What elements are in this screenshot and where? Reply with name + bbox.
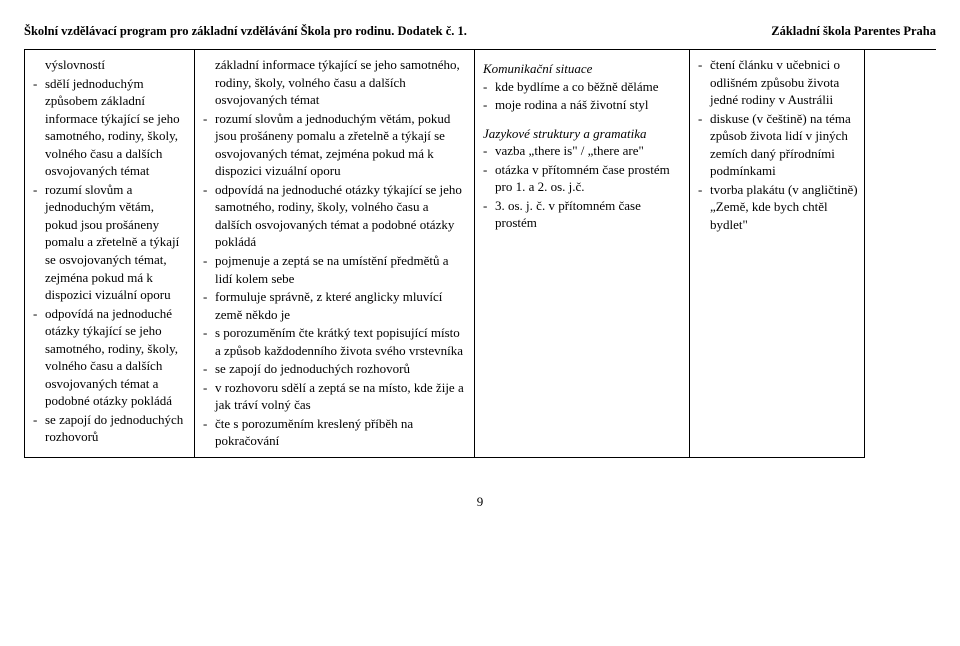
col4-list: čtení článku v učebnici o odlišném způso… <box>698 56 858 233</box>
col3-item: otázka v přítomném čase prostém pro 1. a… <box>483 161 683 196</box>
column-4: čtení článku v učebnici o odlišném způso… <box>690 50 865 458</box>
col2-item: formuluje správně, z které anglicky mluv… <box>203 288 468 323</box>
col2-item: rozumí slovům a jednoduchým větám, pokud… <box>203 110 468 180</box>
col3-list-1: kde bydlíme a co běžně děláme moje rodin… <box>483 78 683 114</box>
col4-item: diskuse (v češtině) na téma způsob život… <box>698 110 858 180</box>
col3-item: kde bydlíme a co běžně děláme <box>483 78 683 96</box>
page-header: Školní vzdělávací program pro základní v… <box>24 24 936 39</box>
header-left: Školní vzdělávací program pro základní v… <box>24 24 467 39</box>
col3-heading-1: Komunikační situace <box>483 60 683 78</box>
col2-list: základní informace týkající se jeho samo… <box>203 56 468 450</box>
col3-list-2: vazba „there is" / „there are" otázka v … <box>483 142 683 232</box>
col2-item: s porozuměním čte krátký text popisující… <box>203 324 468 359</box>
col1-item: rozumí slovům a jednoduchým větám, pokud… <box>33 181 188 304</box>
col2-item: v rozhovoru sdělí a zeptá se na místo, k… <box>203 379 468 414</box>
col4-item: tvorba plakátu (v angličtině) „Země, kde… <box>698 181 858 234</box>
page-number: 9 <box>24 494 936 510</box>
col1-list: výslovností sdělí jednoduchým způsobem z… <box>33 56 188 446</box>
col3-item: 3. os. j. č. v přítomném čase prostém <box>483 197 683 232</box>
col1-item: odpovídá na jednoduché otázky týkající s… <box>33 305 188 410</box>
column-1: výslovností sdělí jednoduchým způsobem z… <box>25 50 195 458</box>
column-3: Komunikační situace kde bydlíme a co běž… <box>475 50 690 458</box>
col1-pre: výslovností <box>33 56 188 74</box>
col2-pre: základní informace týkající se jeho samo… <box>203 56 468 109</box>
col2-item: odpovídá na jednoduché otázky týkající s… <box>203 181 468 251</box>
col2-item: čte s porozuměním kreslený příběh na pok… <box>203 415 468 450</box>
col3-item: moje rodina a náš životní styl <box>483 96 683 114</box>
column-2: základní informace týkající se jeho samo… <box>195 50 475 458</box>
col4-item: čtení článku v učebnici o odlišném způso… <box>698 56 858 109</box>
col1-item: se zapojí do jednoduchých rozhovorů <box>33 411 188 446</box>
col2-item: se zapojí do jednoduchých rozhovorů <box>203 360 468 378</box>
col3-heading-2: Jazykové struktury a gramatika <box>483 125 683 143</box>
col2-item: pojmenuje a zeptá se na umístění předmět… <box>203 252 468 287</box>
col3-item: vazba „there is" / „there are" <box>483 142 683 160</box>
header-right: Základní škola Parentes Praha <box>771 24 936 39</box>
col1-item: sdělí jednoduchým způsobem základní info… <box>33 75 188 180</box>
content-table: výslovností sdělí jednoduchým způsobem z… <box>24 49 936 458</box>
